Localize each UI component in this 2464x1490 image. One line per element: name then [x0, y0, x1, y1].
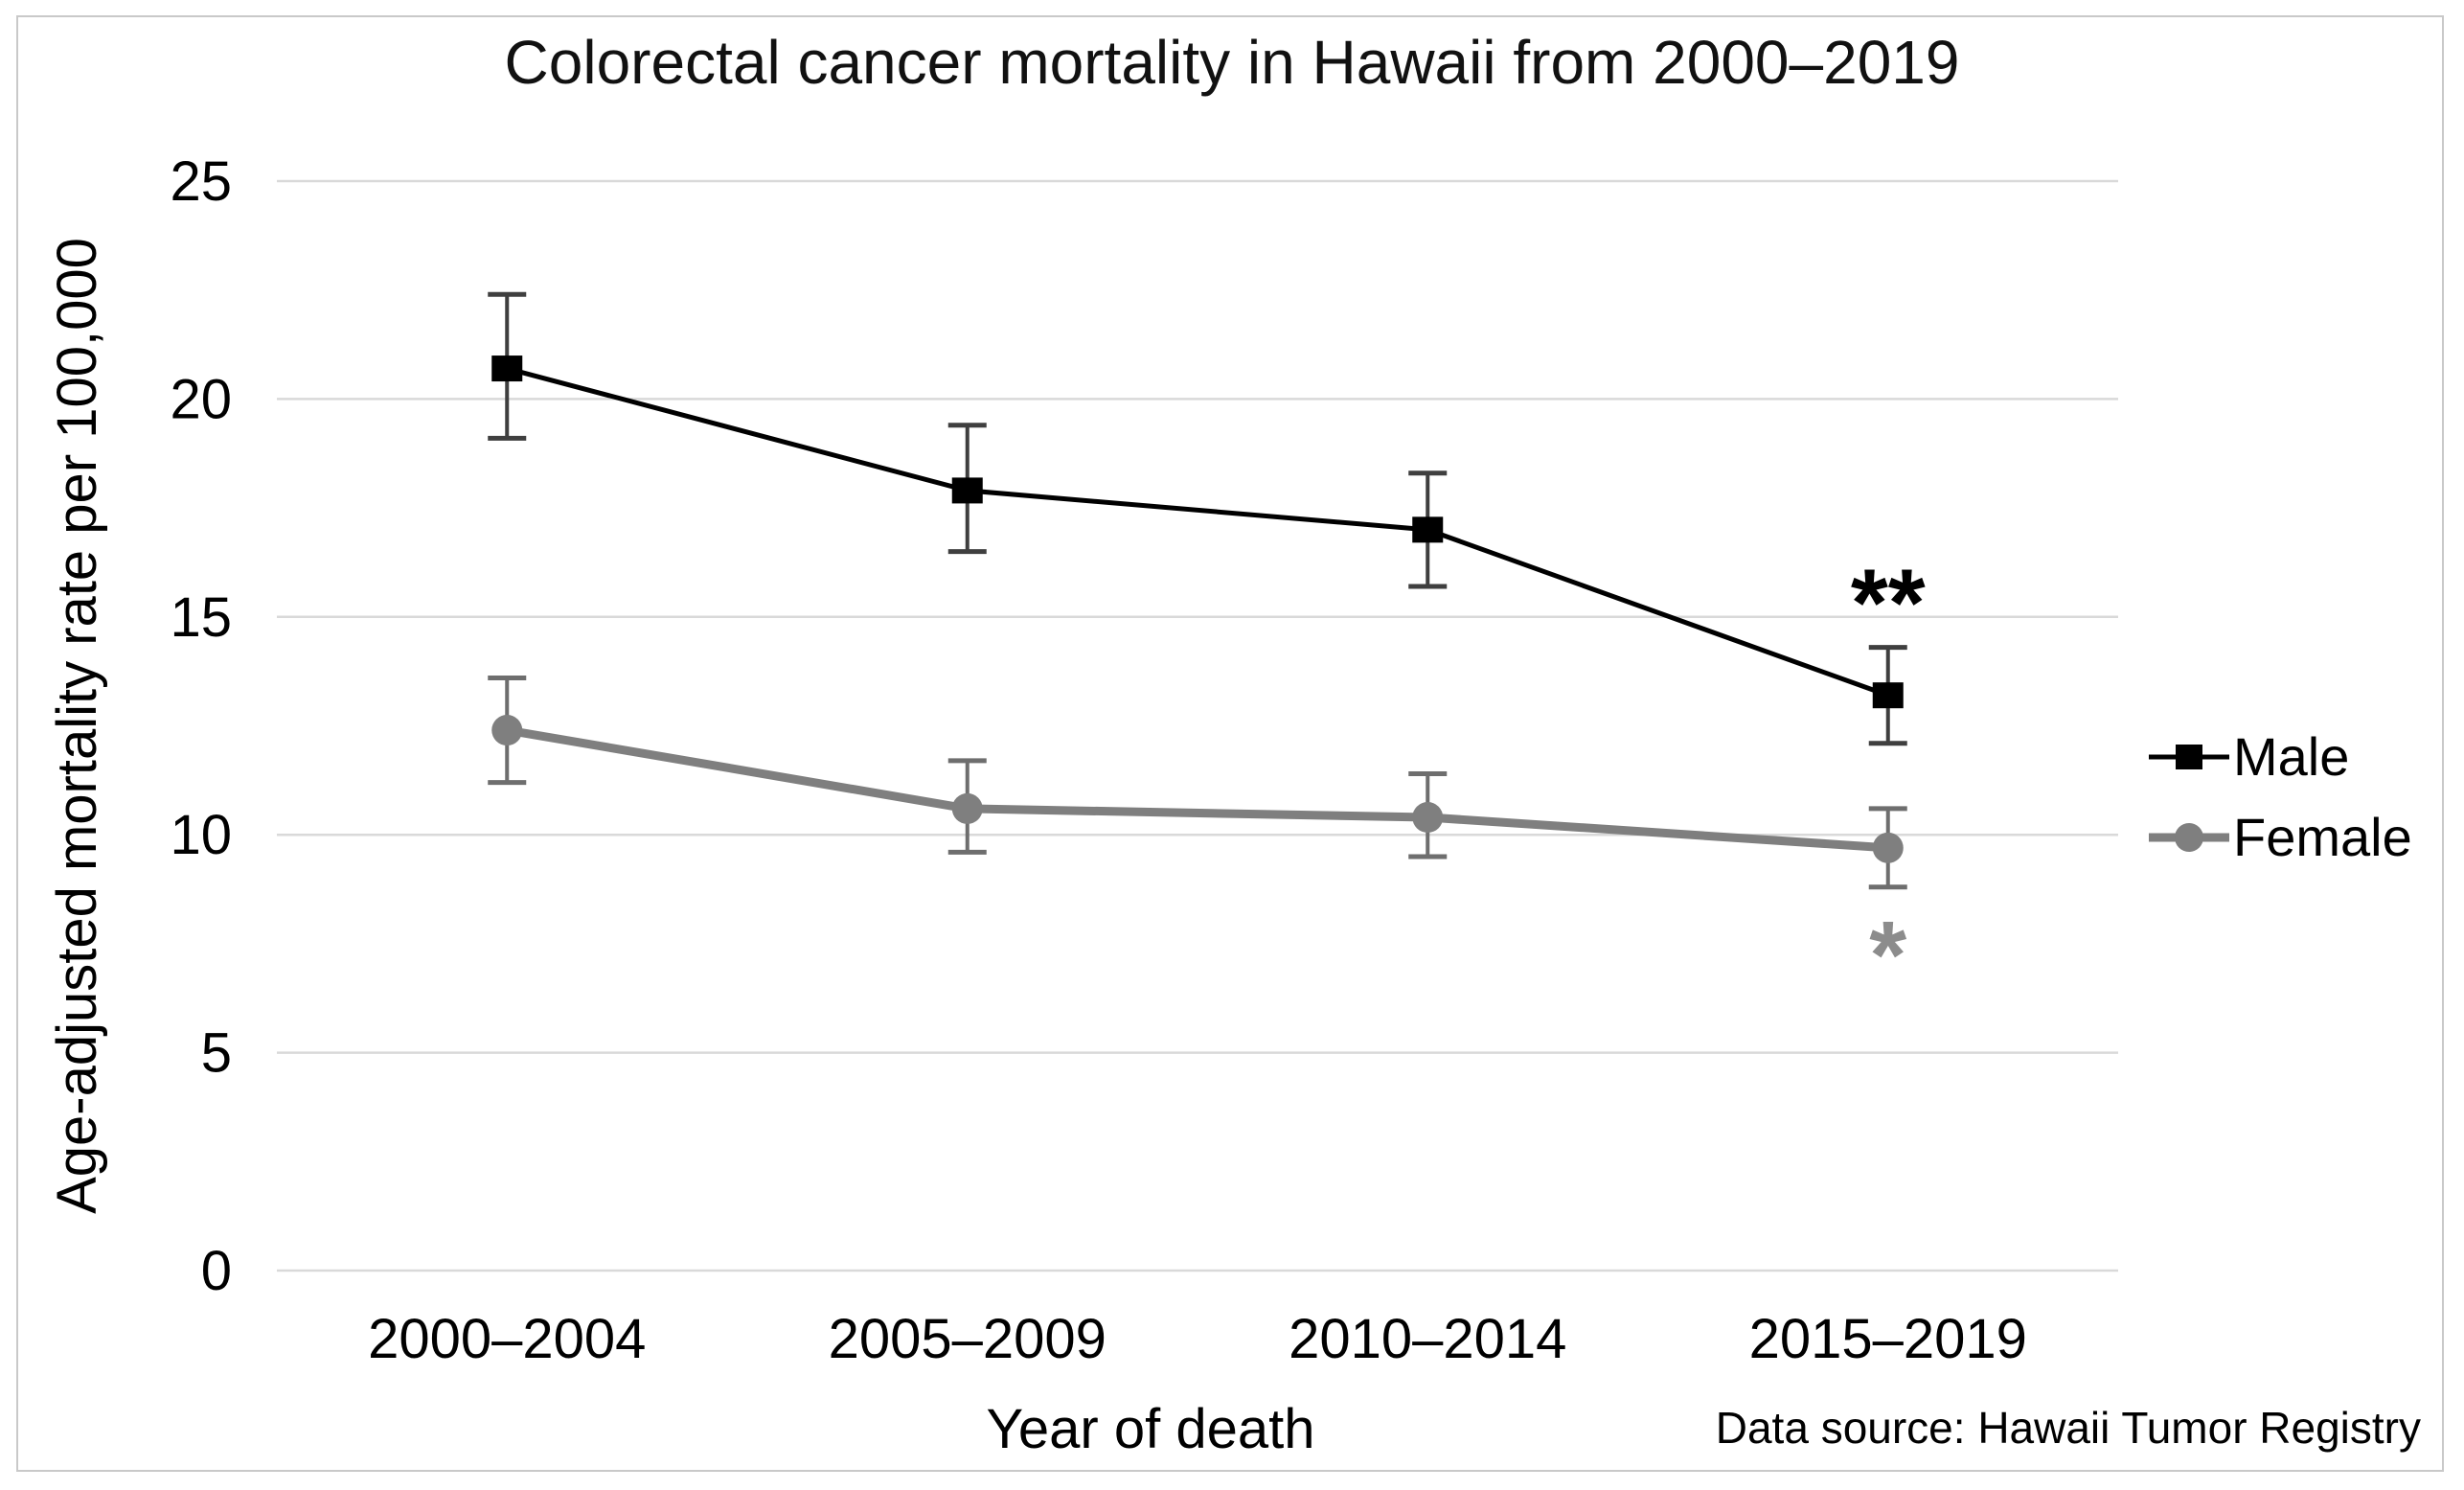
male-data-point-2 [1412, 516, 1444, 543]
female-legend-circle [2175, 823, 2203, 852]
legend-item-male: Male [2149, 726, 2412, 787]
x-axis-title: Year of death [986, 1398, 1315, 1460]
male-legend-square [2176, 745, 2202, 769]
data-source-note: Data source: Hawaii Tumor Registry [1715, 1403, 2421, 1453]
female-data-point-2 [1412, 802, 1444, 834]
male-data-point-0 [491, 355, 523, 382]
female-data-point-0 [491, 715, 523, 746]
female-significance-annotation: * [1869, 902, 1906, 1009]
male-data-point-1 [951, 477, 983, 504]
y-tick-label-25: 25 [170, 150, 232, 213]
female-data-point-1 [951, 792, 983, 824]
legend-label-female: Female [2233, 807, 2412, 867]
male-data-point-3 [1872, 682, 1904, 709]
y-tick-label-5: 5 [201, 1022, 232, 1085]
female-data-point-3 [1872, 832, 1904, 863]
male-significance-annotation: ** [1851, 550, 1926, 657]
y-tick-label-0: 0 [201, 1240, 232, 1302]
female-series-line [506, 725, 1889, 853]
y-axis-title: Age-adjusted mortality rate per 100,000 [46, 238, 108, 1214]
male-series-line [506, 366, 1889, 699]
legend: Male Female [2149, 726, 2412, 867]
figure-frame [16, 15, 2444, 1472]
male-series-marker-icon [2149, 745, 2229, 769]
x-tick-label-0: 2000–2004 [368, 1308, 646, 1370]
x-tick-label-3: 2015–2019 [1749, 1308, 2027, 1370]
chart-title: Colorectal cancer mortality in Hawaii fr… [504, 28, 1960, 97]
y-tick-label-10: 10 [170, 804, 232, 866]
female-series-marker-icon [2149, 823, 2229, 852]
x-tick-label-1: 2005–2009 [829, 1308, 1107, 1370]
legend-label-male: Male [2233, 726, 2350, 787]
x-tick-label-2: 2010–2014 [1289, 1308, 1566, 1370]
y-tick-label-15: 15 [170, 586, 232, 649]
y-tick-label-20: 20 [170, 368, 232, 430]
legend-item-female: Female [2149, 807, 2412, 867]
